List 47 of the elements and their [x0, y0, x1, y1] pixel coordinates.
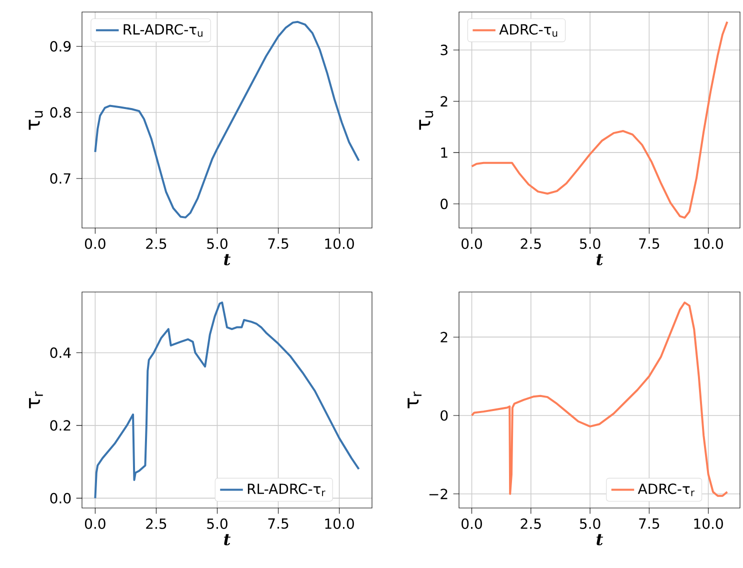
y-tick-label: 0.8 [50, 107, 71, 118]
x-tick-label: 10.0 [694, 238, 723, 249]
x-tick-label: 0.0 [462, 238, 482, 249]
x-tick-label: 7.5 [268, 238, 288, 249]
line-series [470, 302, 728, 497]
y-tick-label: 0.4 [50, 347, 71, 358]
y-axis-title: τ$_{r}$ [408, 391, 422, 408]
y-tick-label: 0.2 [50, 420, 70, 431]
x-tick-label: 7.5 [268, 518, 288, 529]
y-tick-label: 0.7 [50, 173, 70, 184]
x-tick-label: 0.0 [84, 518, 106, 529]
y-tick-label: 2 [440, 332, 448, 342]
legend-label: RL-ADRC-τ$_{u}$ [124, 24, 202, 37]
x-tick-label: 5.0 [207, 518, 228, 529]
y-tick-label: 2 [440, 96, 448, 106]
x-tick-label: 5.0 [580, 518, 600, 529]
legend-label: RL-ADRC-τ$_{r}$ [248, 484, 326, 496]
x-axis-title: t [224, 534, 231, 546]
x-tick-label: 10.0 [325, 518, 354, 529]
legend-label: ADRC-τ$_{r}$ [638, 484, 694, 496]
x-tick-label: 0.0 [462, 518, 482, 529]
x-tick-label: 10.0 [325, 238, 354, 249]
x-tick-label: 5.0 [580, 238, 600, 249]
legend-label: ADRC-τ$_{u}$ [499, 24, 558, 37]
x-axis-title: t [596, 534, 604, 546]
y-tick-label: 0 [440, 410, 448, 421]
x-tick-label: 2.5 [146, 238, 166, 249]
x-tick-label: 2.5 [146, 518, 166, 529]
x-axis-title: t [596, 254, 604, 266]
y-tick-label: −2 [429, 488, 448, 500]
y-tick-label: 0.9 [50, 41, 71, 52]
y-tick-label: 0 [440, 198, 448, 210]
y-axis-title: τ$_{u}$ [419, 111, 434, 130]
y-axis-title: τ$_{u}$ [28, 111, 43, 130]
y-axis-title: τ$_{r}$ [29, 391, 43, 408]
x-tick-label: 7.5 [639, 518, 660, 529]
x-tick-label: 10.0 [694, 518, 723, 529]
y-tick-label: 3 [440, 44, 448, 56]
x-tick-label: 0.0 [84, 238, 106, 249]
y-tick-label: 1 [441, 147, 448, 158]
line-series [94, 302, 360, 500]
x-tick-label: 7.5 [639, 238, 660, 249]
x-axis-title: t [224, 254, 231, 266]
y-tick-label: 0.0 [50, 492, 71, 504]
x-tick-label: 5.0 [207, 238, 228, 249]
x-tick-label: 2.5 [520, 238, 541, 249]
x-tick-label: 2.5 [520, 518, 541, 529]
